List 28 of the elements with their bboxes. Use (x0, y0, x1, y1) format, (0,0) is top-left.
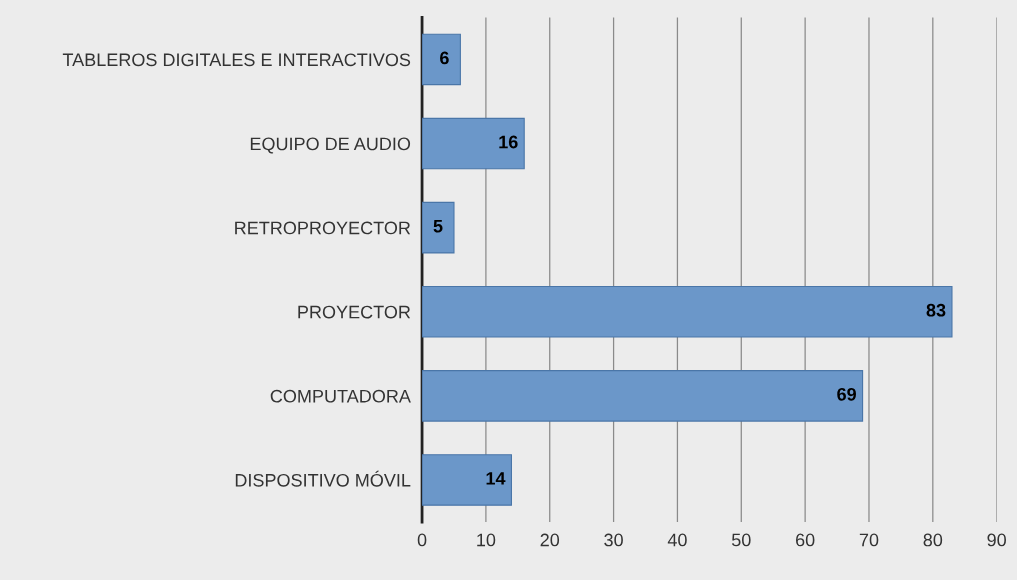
bar (422, 454, 512, 506)
bar (422, 370, 864, 422)
y-tick-label: RETROPROYECTOR (235, 221, 411, 235)
bar (422, 33, 461, 86)
bar (422, 201, 455, 254)
x-tick-label: 60 (796, 533, 815, 547)
y-tick-label: DISPOSITIVO MÓVIL (235, 470, 411, 487)
data-label: 6 (440, 51, 449, 65)
data-label: 16 (499, 135, 518, 149)
data-label: 5 (433, 219, 443, 233)
x-tick-label: 80 (923, 533, 943, 547)
data-label: 69 (837, 387, 856, 401)
x-tick-label: 70 (859, 533, 879, 547)
y-tick-label: COMPUTADORA (270, 389, 411, 403)
x-tick-label: 30 (604, 533, 623, 547)
data-label: 14 (486, 472, 506, 485)
x-tick-label: 90 (987, 533, 1006, 547)
y-tick-label: TABLEROS DIGITALES E INTERACTIVOS (62, 53, 411, 67)
x-tick-label: 10 (477, 533, 496, 547)
x-tick-label: 50 (731, 533, 751, 547)
y-tick-label: EQUIPO DE AUDIO (250, 137, 411, 154)
x-tick-label: 0 (417, 533, 427, 547)
bar (422, 285, 953, 338)
bar (422, 117, 525, 170)
data-label: 83 (926, 303, 946, 317)
x-tick-label: 40 (667, 533, 687, 547)
x-tick-label: 20 (540, 533, 560, 547)
y-tick-label: PROYECTOR (298, 305, 411, 319)
